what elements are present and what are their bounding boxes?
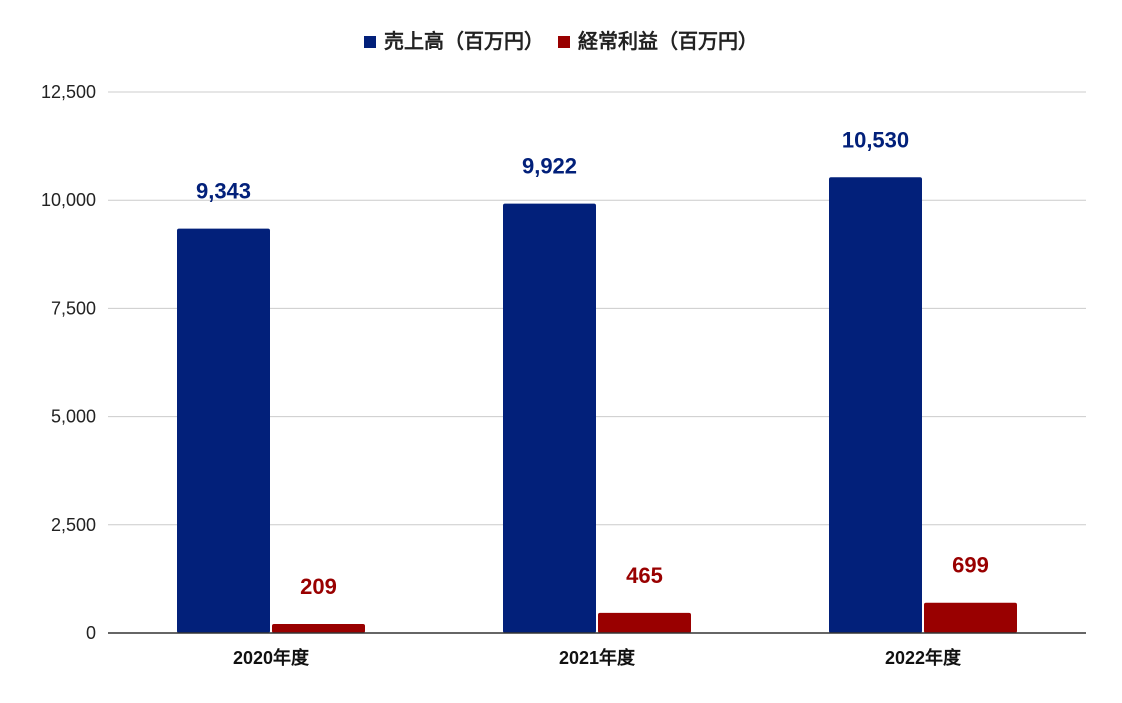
data-label: 9,343 bbox=[196, 179, 251, 204]
y-tick-label: 0 bbox=[86, 623, 96, 643]
data-label: 9,922 bbox=[522, 154, 577, 179]
bar-ordinary-profit-0 bbox=[272, 623, 365, 633]
x-category-label: 2022年度 bbox=[885, 647, 962, 668]
bar-sales-2 bbox=[829, 177, 922, 633]
legend: 売上高（百万円） 経常利益（百万円） bbox=[364, 29, 758, 53]
y-tick-label: 10,000 bbox=[41, 190, 96, 210]
bars bbox=[177, 177, 1017, 634]
bar-ordinary-profit-2 bbox=[924, 602, 1017, 633]
legend-swatch bbox=[558, 36, 570, 48]
bar-sales-0 bbox=[177, 228, 270, 634]
x-category-label: 2020年度 bbox=[233, 647, 310, 668]
bar-ordinary-profit-1 bbox=[598, 612, 691, 633]
y-tick-label: 5,000 bbox=[51, 407, 96, 427]
y-tick-label: 7,500 bbox=[51, 298, 96, 318]
data-label: 465 bbox=[626, 563, 663, 588]
data-label: 699 bbox=[952, 553, 989, 578]
legend-label: 売上高（百万円） bbox=[384, 29, 544, 53]
y-tick-label: 12,500 bbox=[41, 82, 96, 102]
bar-sales-1 bbox=[503, 203, 596, 633]
data-label: 209 bbox=[300, 574, 337, 599]
gridlines bbox=[108, 91, 1086, 526]
legend-swatch bbox=[364, 36, 376, 48]
y-axis-tick-labels: 0 2,500 5,000 7,500 10,000 12,500 bbox=[41, 82, 96, 643]
data-labels: 9,343 209 9,922 465 10,530 699 bbox=[196, 127, 989, 599]
data-label: 10,530 bbox=[842, 127, 909, 152]
legend-label: 経常利益（百万円） bbox=[578, 29, 758, 53]
x-category-label: 2021年度 bbox=[559, 647, 636, 668]
x-axis-category-labels: 2020年度 2021年度 2022年度 bbox=[233, 647, 962, 668]
y-tick-label: 2,500 bbox=[51, 515, 96, 535]
